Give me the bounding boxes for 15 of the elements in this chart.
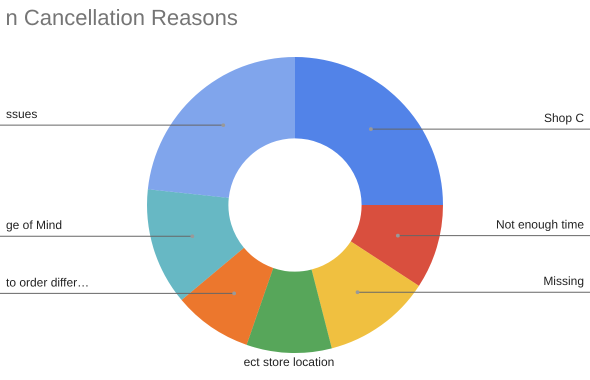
donut-slice	[246, 268, 332, 353]
slice-label: ge of Mind	[6, 218, 62, 232]
donut-slice	[295, 57, 443, 205]
slice-label: ssues	[6, 107, 38, 122]
donut-slice	[148, 57, 295, 198]
slice-label: Not enough time	[496, 218, 584, 232]
donut-slice	[312, 241, 419, 348]
chart-title: n Cancellation Reasons	[6, 5, 238, 30]
slice-label: to order differ…	[6, 275, 90, 290]
slice-label: Shop C	[544, 111, 584, 126]
donut-slice	[147, 189, 244, 300]
slice-label: Missing	[543, 274, 584, 288]
donut-slice	[182, 248, 274, 345]
donut-slice	[350, 205, 443, 286]
slice-label: ect store location	[244, 354, 334, 369]
